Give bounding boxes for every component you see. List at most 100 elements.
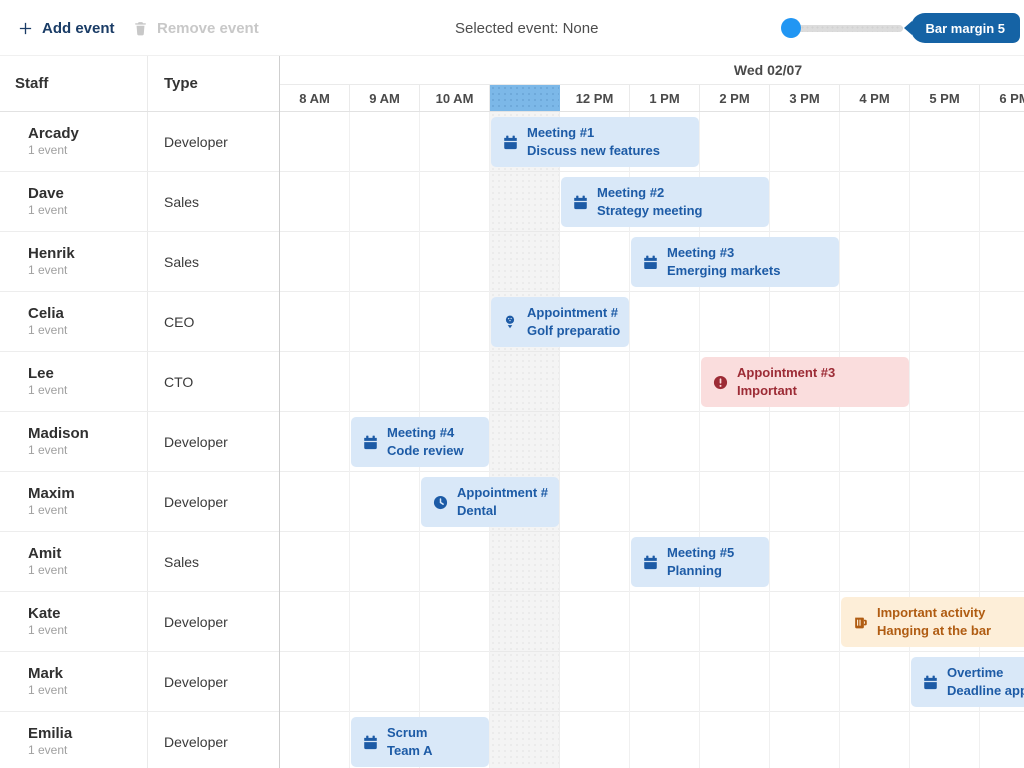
type-cell[interactable]: Developer xyxy=(164,493,228,510)
event-title: Overtime xyxy=(947,665,1004,680)
hour-cell-12pm[interactable]: 12 PM xyxy=(560,85,630,111)
event-bar-important-activity[interactable]: Important activity Hanging at the bar xyxy=(841,597,1024,647)
type-cell[interactable]: Developer xyxy=(164,733,228,750)
staff-name: Madison xyxy=(28,425,89,442)
event-subtitle: Hanging at the bar xyxy=(877,623,992,638)
hour-cell-10am[interactable]: 10 AM xyxy=(420,85,490,111)
staff-row-maxim: Maxim 1 event Developer xyxy=(0,472,279,532)
type-cell[interactable]: Sales xyxy=(164,193,200,210)
remove-event-button[interactable]: Remove event xyxy=(133,14,259,42)
staff-cell[interactable]: Maxim 1 event xyxy=(0,472,148,531)
event-bar-meeting-5[interactable]: Meeting #5 Planning xyxy=(631,537,769,587)
event-title: Meeting #5 xyxy=(667,545,735,560)
staff-name: Maxim xyxy=(28,485,75,502)
staff-cell[interactable]: Kate 1 event xyxy=(0,592,148,651)
hour-cell-9am[interactable]: 9 AM xyxy=(350,85,420,111)
staff-event-count: 1 event xyxy=(28,263,68,277)
hour-header-row: 8 AM 9 AM 10 AM 12 PM 1 PM 2 PM 3 PM 4 P… xyxy=(280,84,1024,111)
event-subtitle: Emerging markets xyxy=(667,263,781,278)
hour-cell-8am[interactable]: 8 AM xyxy=(280,85,350,111)
type-cell[interactable]: Sales xyxy=(164,253,200,270)
staff-row-celia: Celia 1 event CEO xyxy=(0,292,279,352)
staff-name: Amit xyxy=(28,545,62,562)
event-subtitle: Strategy meeting xyxy=(597,203,703,218)
bar-margin-slider-track[interactable] xyxy=(785,25,903,32)
type-cell[interactable]: Developer xyxy=(164,673,228,690)
staff-cell[interactable]: Emilia 1 event xyxy=(0,712,148,768)
badge-arrow-left xyxy=(903,21,912,35)
staff-event-count: 1 event xyxy=(28,683,68,697)
remove-event-label: Remove event xyxy=(157,19,259,37)
staff-cell[interactable]: Mark 1 event xyxy=(0,652,148,711)
event-bar-overtime[interactable]: Overtime Deadline app xyxy=(911,657,1024,707)
calendar-icon xyxy=(502,135,518,150)
staff-cell[interactable]: Arcady 1 event xyxy=(0,112,148,171)
staff-event-count: 1 event xyxy=(28,623,68,637)
type-cell[interactable]: Developer xyxy=(164,133,228,150)
staff-event-count: 1 event xyxy=(28,563,68,577)
event-subtitle: Golf preparatio xyxy=(527,323,621,338)
event-bar-important-appointment[interactable]: Appointment #3 Important xyxy=(701,357,909,407)
scheduler-grid: Staff Type Arcady 1 event Developer Dave… xyxy=(0,56,1024,768)
calendar-icon xyxy=(362,735,378,750)
calendar-icon xyxy=(572,195,588,210)
staff-event-count: 1 event xyxy=(28,443,68,457)
event-title: Scrum xyxy=(387,725,428,740)
event-subtitle: Code review xyxy=(387,443,464,458)
staff-name: Mark xyxy=(28,665,64,682)
staff-cell[interactable]: Celia 1 event xyxy=(0,292,148,351)
type-cell[interactable]: Developer xyxy=(164,433,228,450)
type-cell[interactable]: CTO xyxy=(164,373,194,390)
event-title: Meeting #4 xyxy=(387,425,455,440)
staff-row-mark: Mark 1 event Developer xyxy=(0,652,279,712)
event-title: Meeting #1 xyxy=(527,125,595,140)
event-subtitle: Discuss new features xyxy=(527,143,660,158)
event-bar-meeting-3[interactable]: Meeting #3 Emerging markets xyxy=(631,237,839,287)
staff-cell[interactable]: Madison 1 event xyxy=(0,412,148,471)
calendar-icon xyxy=(642,255,658,270)
hour-cell-1pm[interactable]: 1 PM xyxy=(630,85,700,111)
staff-cell[interactable]: Henrik 1 event xyxy=(0,232,148,291)
hour-cell-2pm[interactable]: 2 PM xyxy=(700,85,770,111)
date-header-row[interactable]: Wed 02/07 xyxy=(280,56,1024,84)
event-title: Important activity xyxy=(877,605,986,620)
locked-header: Staff Type xyxy=(0,56,279,112)
event-subtitle: Important xyxy=(737,383,797,398)
event-subtitle: Dental xyxy=(457,503,497,518)
staff-row-dave: Dave 1 event Sales xyxy=(0,172,279,232)
selected-event-status: Selected event: None xyxy=(455,20,599,37)
staff-cell[interactable]: Amit 1 event xyxy=(0,532,148,591)
staff-row-amit: Amit 1 event Sales xyxy=(0,532,279,592)
staff-cell[interactable]: Dave 1 event xyxy=(0,172,148,231)
staff-row-henrik: Henrik 1 event Sales xyxy=(0,232,279,292)
type-cell[interactable]: Developer xyxy=(164,613,228,630)
plus-icon xyxy=(18,21,33,36)
type-cell[interactable]: Sales xyxy=(164,553,200,570)
staff-event-count: 1 event xyxy=(28,383,68,397)
staff-cell[interactable]: Lee 1 event xyxy=(0,352,148,411)
add-event-button[interactable]: Add event xyxy=(18,14,115,42)
staff-name: Emilia xyxy=(28,725,73,742)
staff-row-kate: Kate 1 event Developer xyxy=(0,592,279,652)
column-header-staff[interactable]: Staff xyxy=(0,56,148,111)
timeline-header: Wed 02/07 8 AM 9 AM 10 AM 12 PM 1 PM 2 P… xyxy=(280,56,1024,112)
type-cell[interactable]: CEO xyxy=(164,313,195,330)
hour-cell-5pm[interactable]: 5 PM xyxy=(910,85,980,111)
event-bar-dental-appointment[interactable]: Appointment # Dental xyxy=(421,477,559,527)
event-bar-meeting-4[interactable]: Meeting #4 Code review xyxy=(351,417,489,467)
event-bar-golf-appointment[interactable]: Appointment # Golf preparatio xyxy=(491,297,629,347)
event-bar-meeting-1[interactable]: Meeting #1 Discuss new features xyxy=(491,117,699,167)
hour-cell-6pm[interactable]: 6 PM xyxy=(980,85,1024,111)
hour-cell-11am-highlighted[interactable] xyxy=(490,85,560,111)
hour-cell-3pm[interactable]: 3 PM xyxy=(770,85,840,111)
event-bar-meeting-2[interactable]: Meeting #2 Strategy meeting xyxy=(561,177,769,227)
hour-cell-4pm[interactable]: 4 PM xyxy=(840,85,910,111)
event-bar-scrum[interactable]: Scrum Team A xyxy=(351,717,489,767)
staff-event-count: 1 event xyxy=(28,323,68,337)
event-title: Appointment #3 xyxy=(737,365,836,380)
column-header-type[interactable]: Type xyxy=(164,75,198,92)
schedule-body[interactable]: Meeting #1 Discuss new features Meeting #… xyxy=(280,112,1024,768)
bar-margin-slider-thumb[interactable] xyxy=(781,18,801,38)
event-subtitle: Deadline app xyxy=(947,683,1024,698)
